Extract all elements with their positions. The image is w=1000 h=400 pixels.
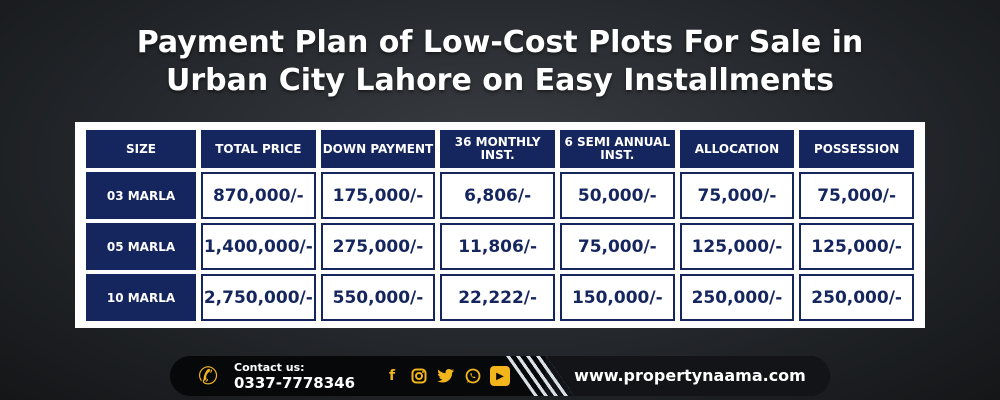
title-line-1: Payment Plan of Low-Cost Plots For Sale …: [136, 25, 864, 60]
cell-down-payment: 275,000/-: [320, 223, 436, 270]
cell-semi-annual-inst: 150,000/-: [559, 274, 675, 321]
cell-down-payment: 175,000/-: [320, 172, 436, 219]
cell-total-price: 2,750,000/-: [201, 274, 316, 321]
twitter-icon[interactable]: [436, 366, 456, 386]
cell-size: 10 MARLA: [86, 274, 196, 321]
table-row: 10 MARLA 2,750,000/- 550,000/- 22,222/- …: [86, 274, 914, 321]
cell-size: 03 MARLA: [86, 172, 196, 219]
facebook-icon[interactable]: f: [388, 368, 396, 384]
social-icons: f ▶: [382, 366, 510, 386]
phone-icon: ✆: [198, 362, 219, 390]
header-size: SIZE: [86, 130, 196, 168]
table-row: 05 MARLA 1,400,000/- 275,000/- 11,806/- …: [86, 223, 914, 270]
cell-allocation: 250,000/-: [679, 274, 795, 321]
website-panel: [545, 356, 830, 396]
header-down-payment: DOWN PAYMENT: [320, 130, 436, 168]
cell-down-payment: 550,000/-: [320, 274, 436, 321]
contact-label: Contact us:: [234, 361, 305, 374]
cell-possession: 125,000/-: [799, 223, 914, 270]
cell-size: 05 MARLA: [86, 223, 196, 270]
table-header-row: SIZE TOTAL PRICE DOWN PAYMENT 36 MONTHLY…: [86, 130, 914, 168]
cell-possession: 250,000/-: [799, 274, 914, 321]
header-semi-annual-inst: 6 SEMI ANNUAL INST.: [559, 130, 675, 168]
cell-monthly-inst: 6,806/-: [440, 172, 555, 219]
cell-allocation: 125,000/-: [679, 223, 795, 270]
instagram-icon[interactable]: [409, 366, 429, 386]
cell-monthly-inst: 11,806/-: [440, 223, 555, 270]
youtube-icon[interactable]: ▶: [490, 366, 510, 386]
header-allocation: ALLOCATION: [679, 130, 795, 168]
cell-total-price: 870,000/-: [201, 172, 316, 219]
header-monthly-inst: 36 MONTHLY INST.: [440, 130, 555, 168]
cell-possession: 75,000/-: [799, 172, 914, 219]
cell-monthly-inst: 22,222/-: [440, 274, 555, 321]
payment-plan-table: SIZE TOTAL PRICE DOWN PAYMENT 36 MONTHLY…: [81, 126, 919, 325]
contact-footer-bar: ✆ Contact us: 0337-7778346 f ▶ www.prope…: [170, 356, 830, 396]
header-total-price: TOTAL PRICE: [201, 130, 316, 168]
contact-number[interactable]: 0337-7778346: [234, 374, 356, 392]
cell-allocation: 75,000/-: [679, 172, 795, 219]
whatsapp-icon[interactable]: [463, 366, 483, 386]
cell-semi-annual-inst: 50,000/-: [559, 172, 675, 219]
cell-semi-annual-inst: 75,000/-: [559, 223, 675, 270]
cell-total-price: 1,400,000/-: [201, 223, 316, 270]
payment-plan-panel: SIZE TOTAL PRICE DOWN PAYMENT 36 MONTHLY…: [75, 122, 925, 328]
table-row: 03 MARLA 870,000/- 175,000/- 6,806/- 50,…: [86, 172, 914, 219]
website-link[interactable]: www.propertynaama.com: [574, 366, 806, 385]
header-possession: POSSESSION: [799, 130, 914, 168]
title-line-2: Urban City Lahore on Easy Installments: [166, 63, 834, 98]
page-title: Payment Plan of Low-Cost Plots For Sale …: [0, 24, 1000, 100]
